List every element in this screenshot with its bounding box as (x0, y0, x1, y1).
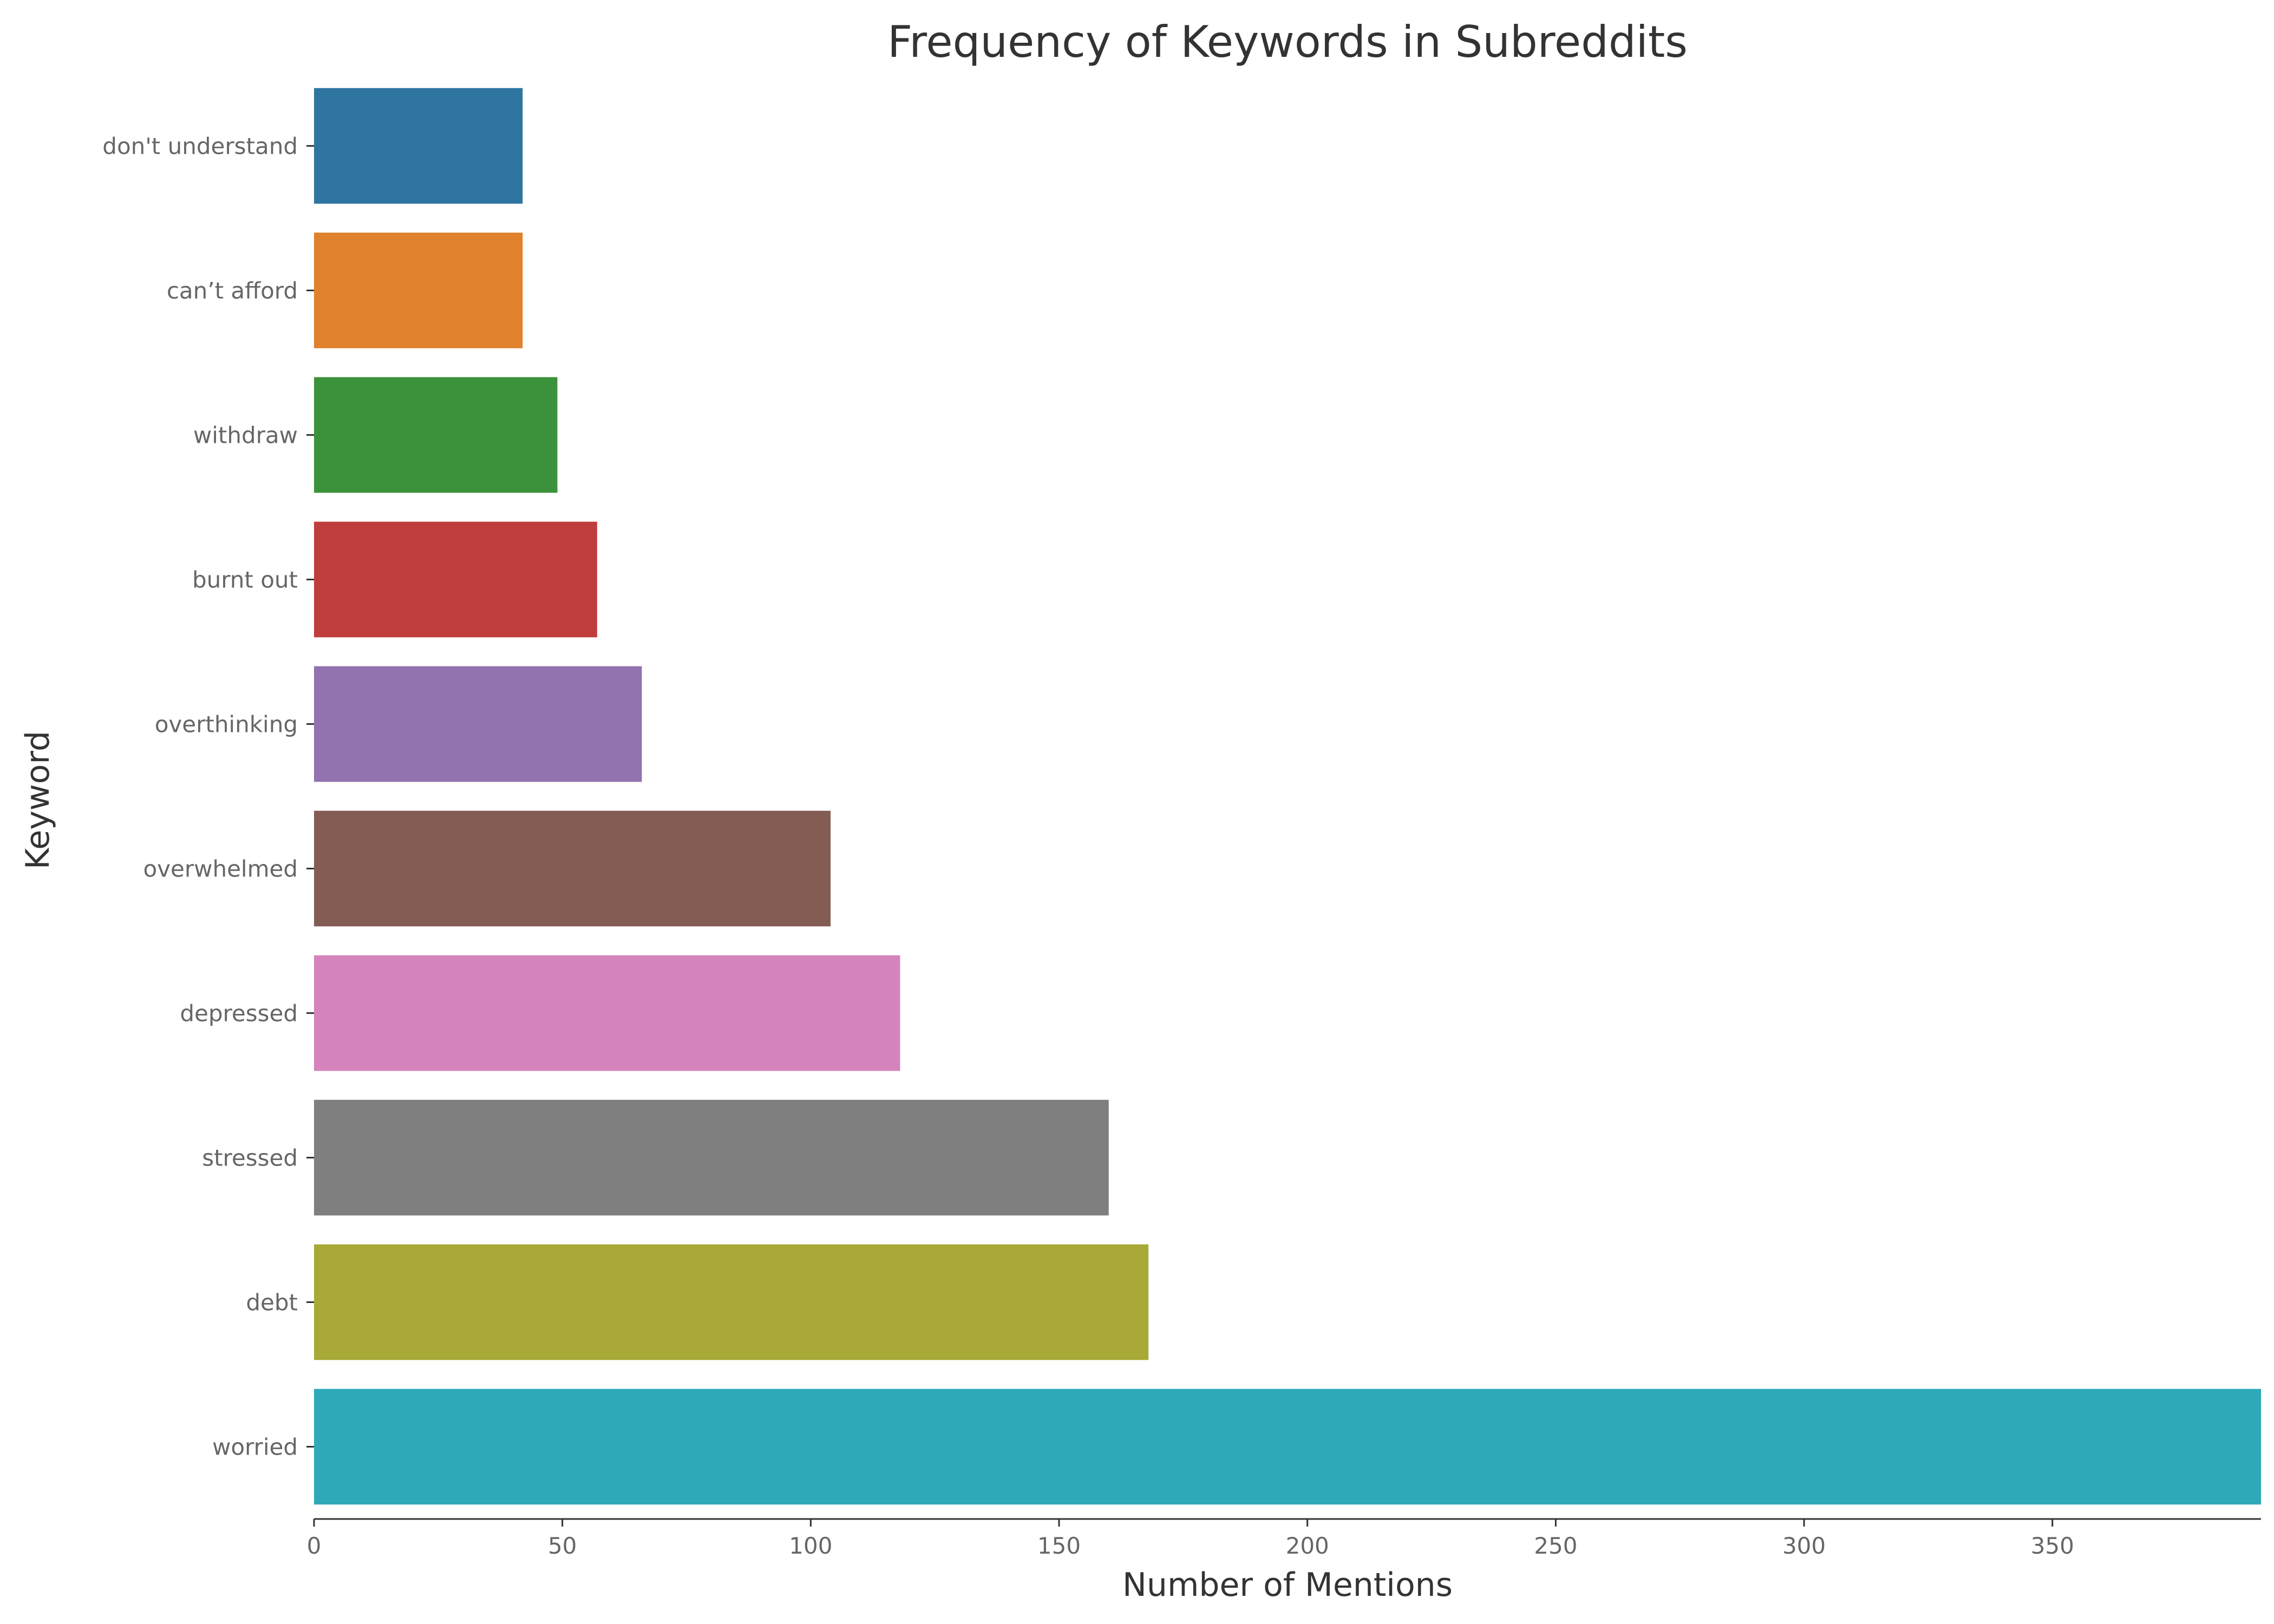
y-tick-label-3: burnt out (192, 567, 298, 593)
y-tick-label-2: withdraw (193, 422, 298, 449)
bar-3 (314, 521, 597, 638)
y-axis-title: Keyword (19, 731, 57, 869)
bar-9 (314, 1389, 2261, 1505)
y-tick-label-1: can’t afford (167, 278, 298, 304)
y-tick-label-0: don't understand (102, 133, 298, 160)
x-tick-label-1: 50 (548, 1533, 577, 1559)
x-tick-label-3: 150 (1037, 1533, 1081, 1559)
chart-title: Frequency of Keywords in Subreddits (887, 17, 1688, 67)
bar-5 (314, 810, 831, 927)
y-tick-label-9: worried (212, 1434, 298, 1461)
y-tick-label-7: stressed (202, 1145, 298, 1171)
x-tick-label-2: 100 (789, 1533, 832, 1559)
bar-8 (314, 1244, 1149, 1360)
y-tick-label-5: overwhelmed (143, 856, 298, 882)
bars-group (314, 88, 2261, 1505)
bar-0 (314, 88, 523, 204)
x-axis: 0 50 100 150 200 250 300 350 (307, 1518, 2261, 1559)
bar-1 (314, 232, 523, 349)
y-tick-label-4: overthinking (155, 711, 298, 738)
bar-2 (314, 377, 558, 493)
bar-7 (314, 1099, 1109, 1216)
bar-6 (314, 955, 900, 1071)
y-tick-label-6: depressed (180, 1000, 298, 1027)
x-tick-label-5: 250 (1534, 1533, 1577, 1559)
y-axis: don't understand can’t afford withdraw burn… (102, 133, 314, 1461)
bar-4 (314, 666, 642, 782)
x-tick-label-4: 200 (1286, 1533, 1329, 1559)
y-tick-label-8: debt (246, 1289, 298, 1316)
x-tick-label-7: 350 (2031, 1533, 2074, 1559)
x-axis-title: Number of Mentions (1122, 1566, 1453, 1604)
x-tick-label-6: 300 (1782, 1533, 1826, 1559)
x-tick-label-0: 0 (307, 1533, 322, 1559)
